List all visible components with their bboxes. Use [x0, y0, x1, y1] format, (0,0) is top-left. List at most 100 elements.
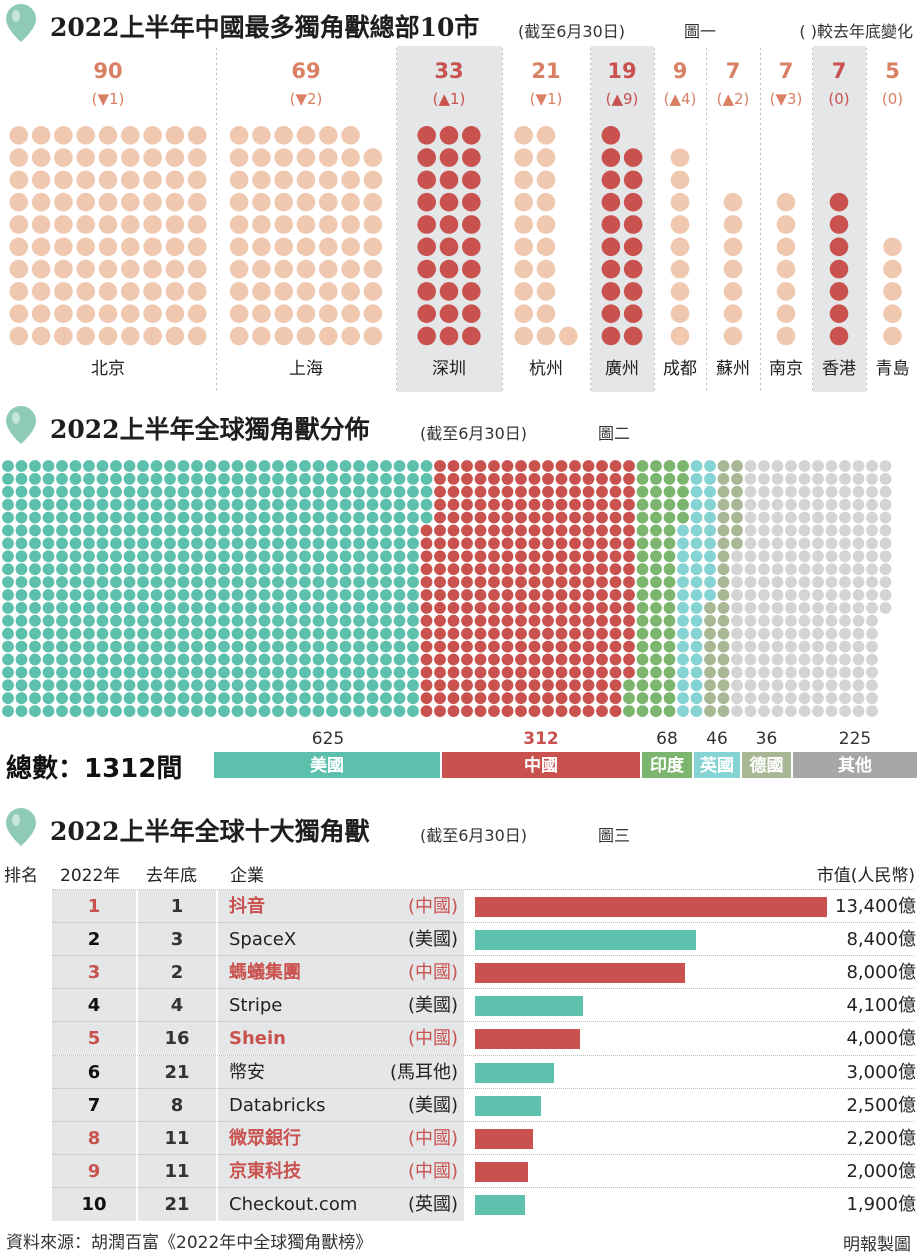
- unicorn-dot: [609, 537, 622, 550]
- unicorn-dot: [852, 485, 865, 498]
- unicorn-dot: [177, 705, 190, 717]
- row-divider: [52, 1087, 914, 1089]
- unicorn-dot: [501, 653, 514, 666]
- unicorn-dot: [272, 576, 284, 588]
- city-value-label: 19: [607, 59, 636, 83]
- unicorn-dot: [439, 170, 459, 190]
- unicorn-dot: [717, 460, 730, 472]
- unicorn-dot: [229, 148, 249, 167]
- valuation-label: 3,000億: [846, 1061, 916, 1083]
- unicorn-dot: [461, 614, 473, 627]
- country-legend-bar: [642, 752, 692, 778]
- unicorn-dot: [299, 576, 311, 588]
- unicorn-dot: [187, 170, 207, 190]
- unicorn-dot: [231, 627, 244, 640]
- unicorn-dot: [231, 589, 244, 601]
- unicorn-dot: [353, 614, 365, 627]
- unicorn-dot: [829, 192, 849, 212]
- unicorn-dot: [515, 589, 527, 601]
- unicorn-dot: [366, 640, 379, 653]
- unicorn-dot: [245, 485, 257, 498]
- unicorn-dot: [299, 679, 311, 692]
- unicorn-dot: [353, 640, 365, 653]
- unicorn-dot: [785, 537, 797, 550]
- unicorn-dot: [677, 627, 689, 640]
- valuation-bar: [475, 1194, 525, 1215]
- unicorn-dot: [96, 653, 109, 666]
- unicorn-dot: [785, 473, 797, 485]
- unicorn-dot: [326, 640, 338, 653]
- unicorn-dot: [98, 282, 118, 301]
- unicorn-dot: [339, 627, 352, 640]
- unicorn-dot: [596, 473, 608, 485]
- unicorn-dot: [609, 473, 622, 485]
- unicorn-dot: [461, 473, 473, 485]
- table-row: 10 21 Checkout.com (英國) 1,900億: [0, 1187, 919, 1221]
- unicorn-dot: [439, 192, 459, 212]
- unicorn-dot: [296, 126, 316, 145]
- unicorn-dot: [690, 614, 703, 627]
- unicorn-dot: [569, 602, 581, 614]
- city-change-label: (▲1): [433, 90, 466, 108]
- unicorn-dot: [596, 550, 608, 563]
- unicorn-dot: [83, 524, 95, 537]
- unicorn-dot: [731, 524, 743, 537]
- unicorn-dot: [83, 460, 95, 472]
- unicorn-dot: [110, 692, 122, 705]
- unicorn-dot: [514, 192, 533, 212]
- unicorn-dot: [165, 304, 185, 324]
- unicorn-dot: [879, 602, 892, 614]
- unicorn-dot: [326, 666, 338, 679]
- unicorn-dot: [29, 576, 41, 588]
- unicorn-dot: [582, 537, 595, 550]
- unicorn-dot: [69, 602, 82, 614]
- unicorn-dot: [258, 653, 271, 666]
- unicorn-dot: [434, 511, 446, 524]
- unicorn-dot: [650, 563, 662, 576]
- unicorn-dot: [785, 485, 797, 498]
- unicorn-dot: [296, 304, 316, 324]
- unicorn-dot: [866, 498, 878, 511]
- unicorn-dot: [758, 498, 770, 511]
- row-divider: [52, 1054, 914, 1056]
- unicorn-dot: [380, 705, 392, 717]
- unicorn-dot: [501, 576, 514, 588]
- unicorn-dot: [69, 640, 82, 653]
- unicorn-dot: [272, 614, 284, 627]
- unicorn-dot: [623, 627, 635, 640]
- city-label: 青島: [876, 359, 910, 379]
- unicorn-dot: [569, 653, 581, 666]
- unicorn-dot: [758, 537, 770, 550]
- unicorn-dot: [380, 511, 392, 524]
- unicorn-dot: [353, 550, 365, 563]
- country-legend-bar: [442, 752, 640, 778]
- unicorn-dot: [296, 282, 316, 301]
- unicorn-dot: [312, 692, 325, 705]
- unicorn-dot: [758, 563, 770, 576]
- unicorn-dot: [285, 653, 298, 666]
- unicorn-dot: [363, 237, 383, 257]
- unicorn-dot: [83, 485, 95, 498]
- unicorn-dot: [690, 485, 703, 498]
- unicorn-dot: [439, 126, 459, 145]
- unicorn-dot: [690, 498, 703, 511]
- unicorn-dot: [462, 148, 481, 167]
- unicorn-dot: [56, 627, 68, 640]
- unicorn-dot: [393, 537, 406, 550]
- unicorn-dot: [542, 576, 554, 588]
- city-change-label: (▲9): [606, 90, 639, 108]
- unicorn-dot: [407, 485, 419, 498]
- unicorn-dot: [218, 550, 230, 563]
- unicorn-dot: [717, 692, 730, 705]
- unicorn-dot: [812, 679, 824, 692]
- unicorn-dot: [274, 326, 294, 346]
- unicorn-dot: [15, 705, 28, 717]
- unicorn-dot: [812, 653, 824, 666]
- unicorn-dot: [121, 237, 140, 257]
- unicorn-dot: [650, 602, 662, 614]
- valuation-bar: [475, 1062, 554, 1083]
- unicorn-dot: [407, 640, 419, 653]
- unicorn-dot: [143, 170, 162, 190]
- valuation-bar: [475, 897, 827, 917]
- unicorn-dot: [514, 282, 533, 301]
